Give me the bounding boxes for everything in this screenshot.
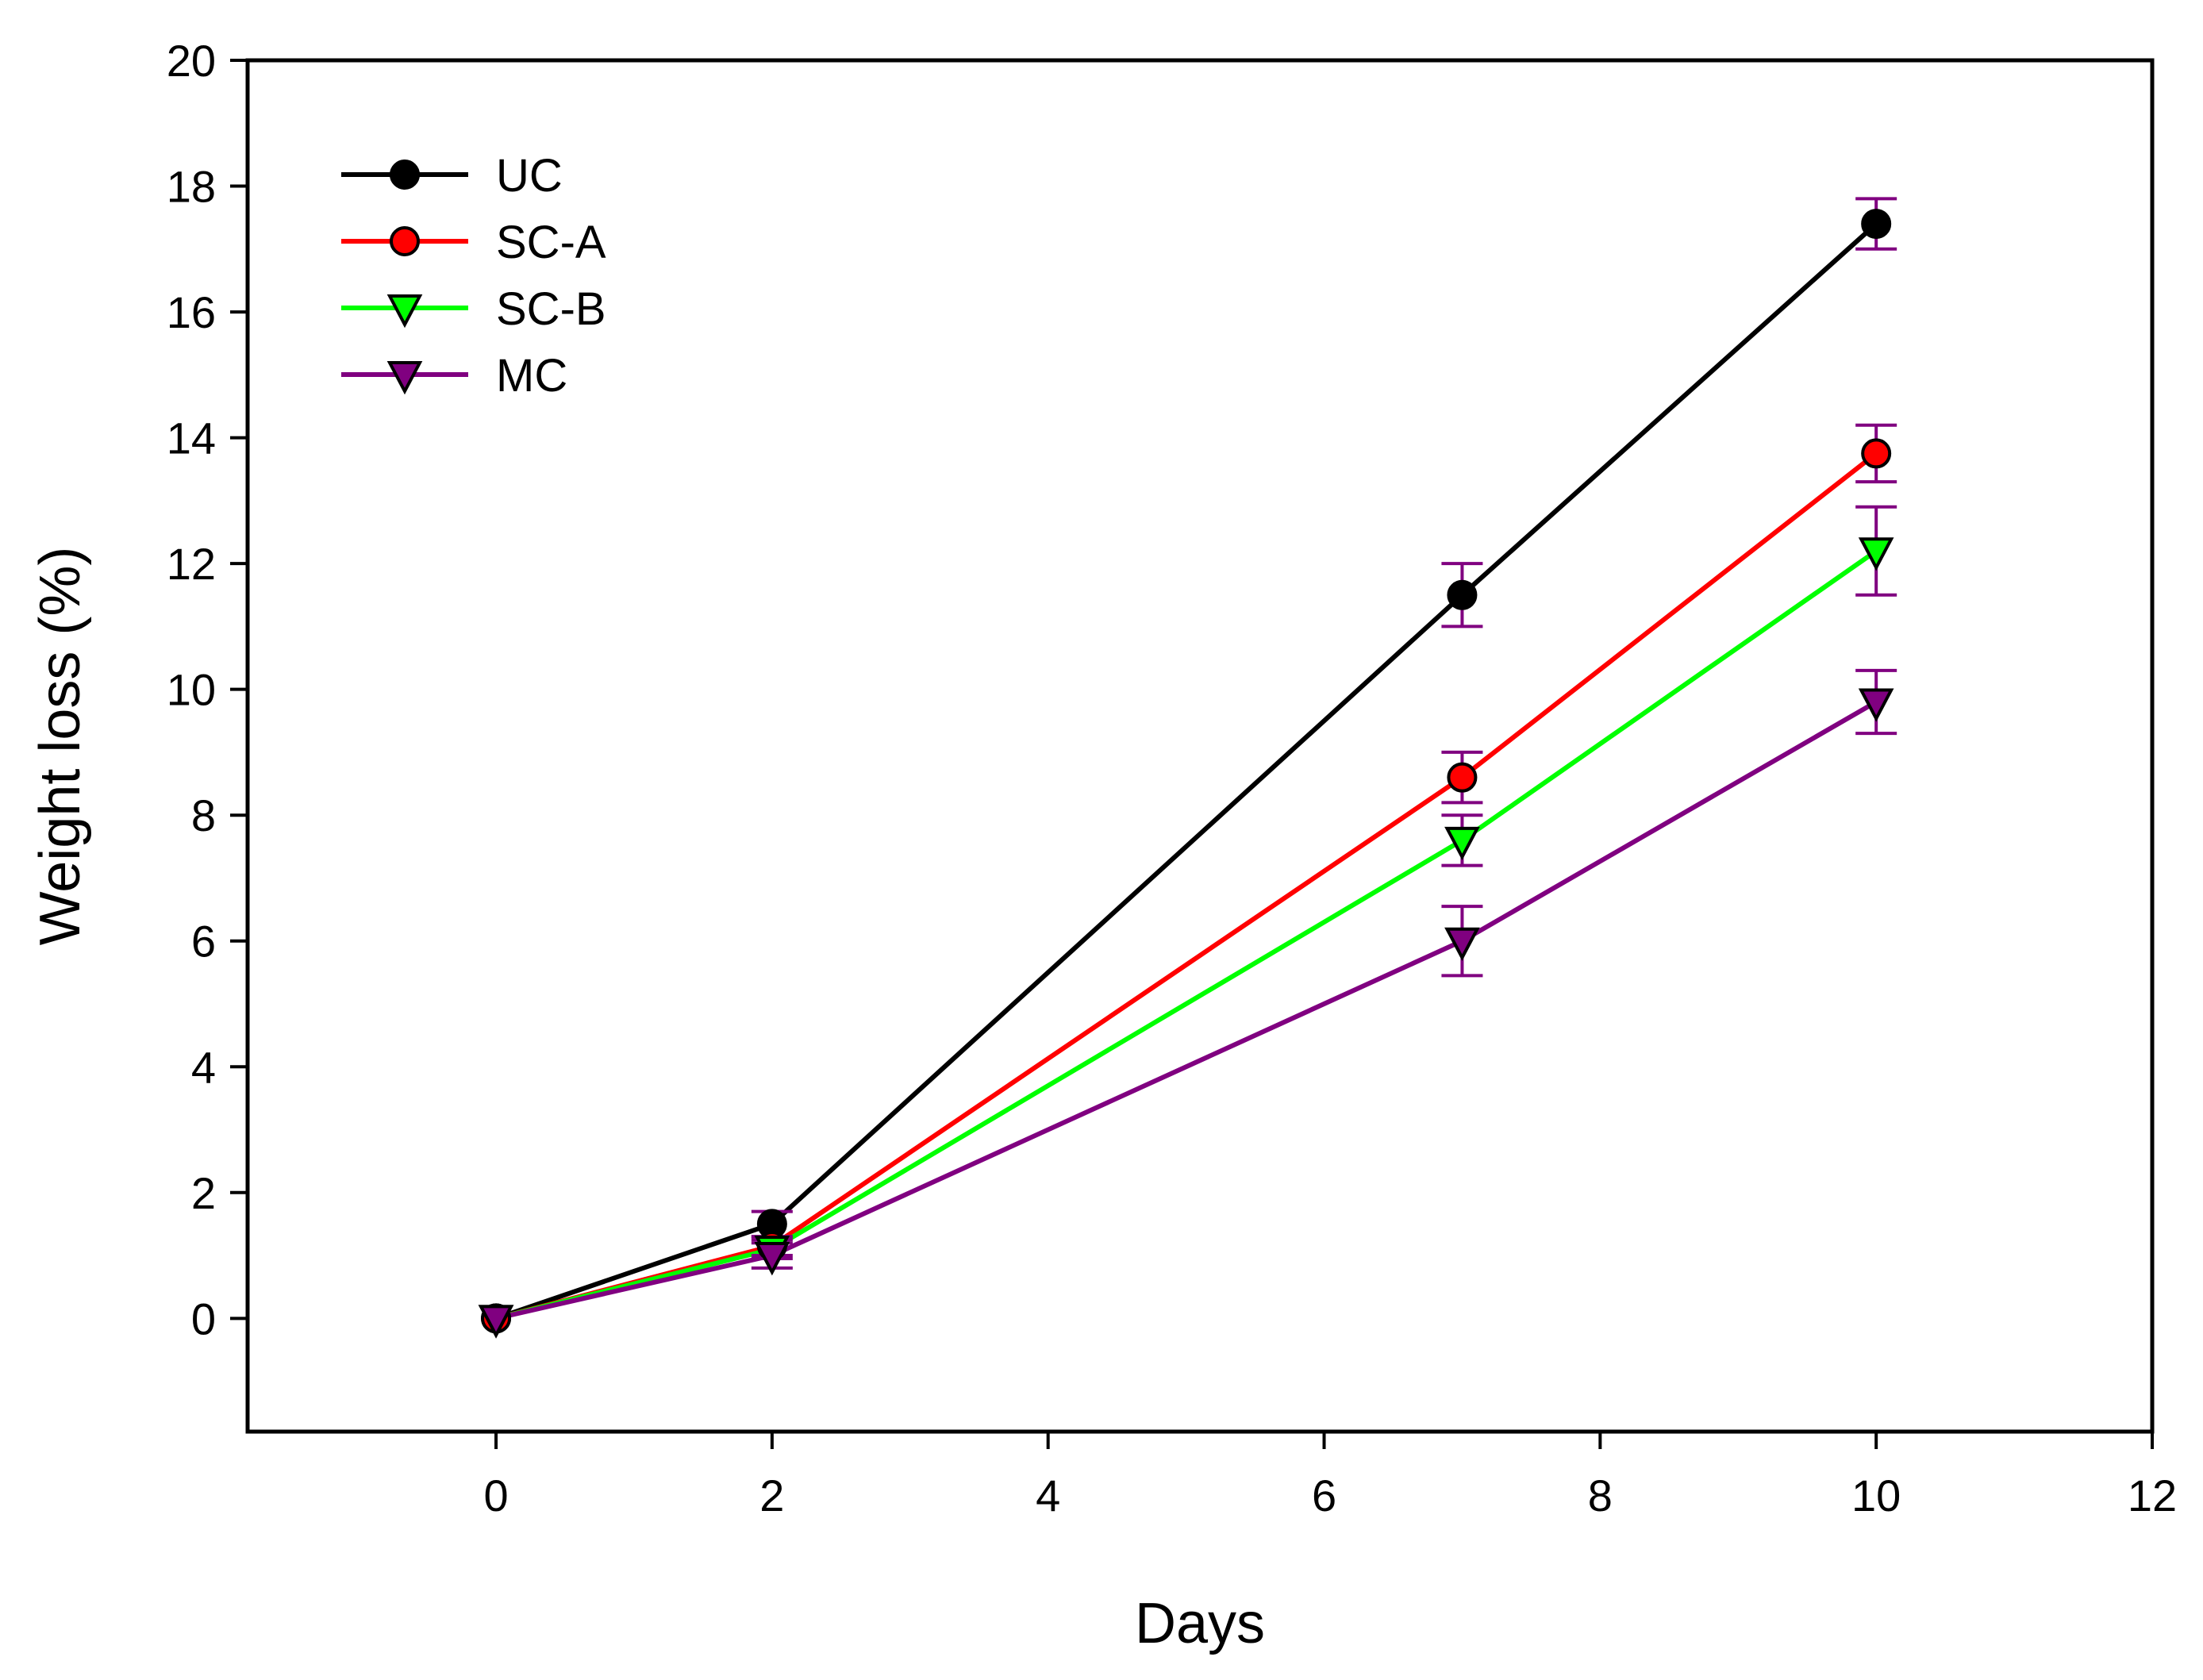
- x-tick-label: 4: [1036, 1470, 1060, 1520]
- y-tick-label: 16: [167, 287, 216, 337]
- y-tick-label: 10: [167, 665, 216, 715]
- series-line-uc: [495, 221, 1878, 1321]
- plot-frame: [245, 58, 2155, 1434]
- y-tick-label: 14: [167, 413, 216, 463]
- data-point-mc: [478, 1305, 514, 1339]
- data-point-mc: [1444, 927, 1480, 962]
- data-point-uc: [1447, 579, 1478, 610]
- y-tick-label: 18: [167, 162, 216, 212]
- legend-label-uc: UC: [496, 150, 563, 202]
- series-layer: [478, 197, 1897, 1339]
- y-tick-label: 12: [167, 539, 216, 589]
- legend: UC SC-A SC-B MC: [341, 150, 606, 402]
- data-point-sc-b: [1444, 826, 1480, 861]
- data-markers: [478, 209, 1894, 1339]
- x-tick-label: 2: [759, 1470, 784, 1520]
- data-point-uc: [1861, 209, 1892, 240]
- legend-marker-mc: [386, 361, 423, 395]
- x-tick-label: 10: [1851, 1470, 1901, 1520]
- series-lines: [495, 221, 1878, 1321]
- y-tick-label: 8: [191, 790, 216, 840]
- legend-marker-uc: [390, 160, 420, 190]
- data-point-mc: [1858, 688, 1894, 722]
- y-tick-label: 2: [191, 1168, 216, 1218]
- y-axis-title: Weight loss (%): [29, 547, 92, 946]
- x-tick-label: 12: [2128, 1470, 2177, 1520]
- y-tick-label: 4: [191, 1042, 216, 1092]
- y-axis: 0 2 4 6 8 10 12 14 16 18 20: [167, 36, 248, 1344]
- y-tick-label: 0: [191, 1294, 216, 1344]
- y-tick-label: 20: [167, 36, 216, 86]
- legend-marker-sc-b: [386, 294, 423, 329]
- x-axis-title: Days: [1135, 1592, 1265, 1655]
- data-point-sc-b: [1858, 537, 1894, 571]
- legend-label-sc-a: SC-A: [496, 217, 606, 268]
- x-axis: 0 2 4 6 8 10 12: [483, 1432, 2177, 1520]
- legend-label-mc: MC: [496, 350, 567, 402]
- data-point-sc-a: [1861, 438, 1892, 469]
- legend-label-sc-b: SC-B: [496, 283, 606, 335]
- data-point-sc-a: [1447, 762, 1478, 793]
- data-point-mc: [754, 1242, 790, 1276]
- series-line-mc: [495, 699, 1878, 1321]
- series-line-sc-b: [495, 548, 1878, 1321]
- legend-marker-sc-a: [390, 226, 420, 256]
- x-tick-label: 0: [483, 1470, 508, 1520]
- y-tick-label: 6: [191, 917, 216, 967]
- x-tick-label: 8: [1588, 1470, 1613, 1520]
- series-line-sc-a: [495, 452, 1878, 1321]
- x-tick-label: 6: [1312, 1470, 1336, 1520]
